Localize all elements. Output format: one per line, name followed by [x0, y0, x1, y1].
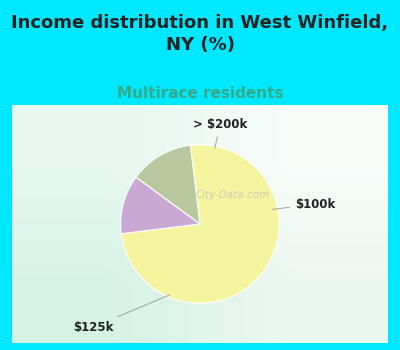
- Text: City-Data.com: City-Data.com: [195, 190, 270, 201]
- Text: Income distribution in West Winfield,
NY (%): Income distribution in West Winfield, NY…: [12, 14, 388, 54]
- Wedge shape: [121, 177, 200, 234]
- Text: > $200k: > $200k: [193, 118, 247, 148]
- Text: $100k: $100k: [272, 198, 335, 211]
- Wedge shape: [121, 145, 279, 303]
- Text: $125k: $125k: [73, 295, 170, 334]
- Text: Multirace residents: Multirace residents: [117, 86, 283, 101]
- Wedge shape: [136, 145, 200, 224]
